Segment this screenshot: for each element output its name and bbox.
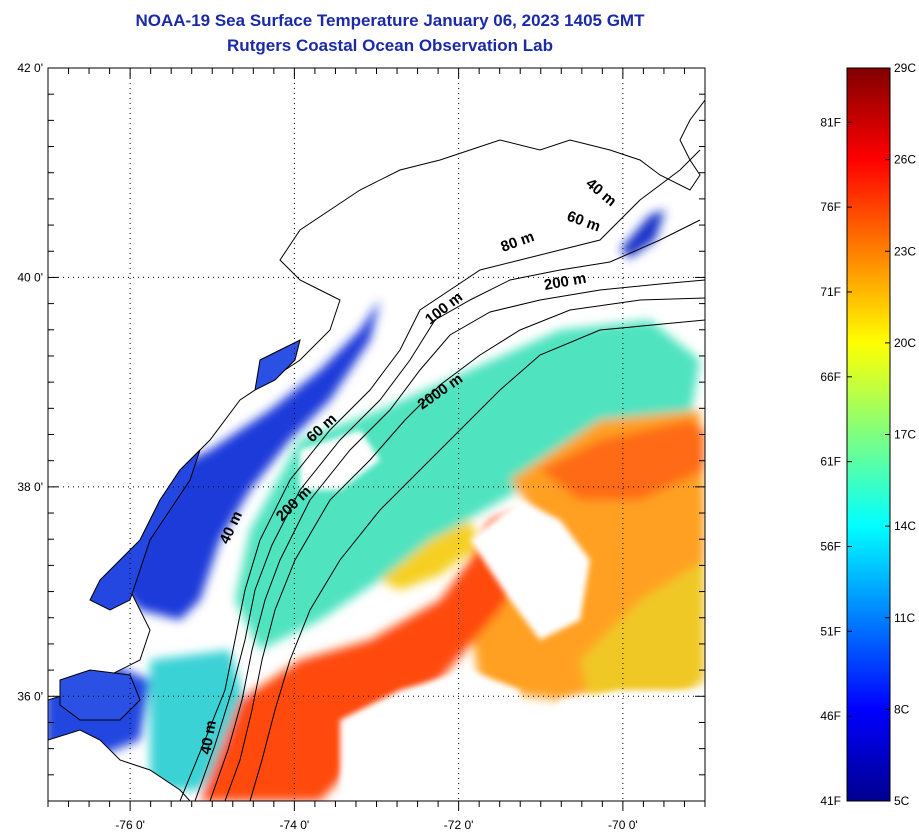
lon-tick-label: -74 0'	[280, 818, 310, 832]
colorbar-celsius-label: 11C	[894, 611, 915, 625]
colorbar-fahrenheit-label: 56F	[820, 539, 841, 553]
sst-blue-region	[620, 210, 665, 258]
colorbar-celsius-label: 23C	[894, 244, 916, 258]
colorbar-fahrenheit-label: 71F	[820, 285, 841, 299]
colorbar-gradient	[846, 67, 891, 802]
sst-yellow-region	[380, 520, 480, 590]
contour-line	[194, 219, 701, 801]
lon-tick-label: -72 0'	[444, 818, 474, 832]
chart-subtitle: Rutgers Coastal Ocean Observation Lab	[227, 36, 553, 55]
sst-red-region	[200, 510, 540, 801]
colorbar-celsius-label: 26C	[894, 153, 916, 167]
colorbar-fahrenheit-label: 66F	[820, 370, 841, 384]
colorbar-fahrenheit-label: 61F	[820, 455, 841, 469]
sst-data-layer	[48, 210, 705, 801]
contour-line	[179, 149, 701, 801]
contour-label: 40 m	[197, 719, 220, 756]
colorbar-fahrenheit-label: 51F	[820, 624, 841, 638]
lat-tick-label: 40 0'	[17, 270, 43, 284]
lat-tick-label: 36 0'	[17, 689, 43, 703]
coastline	[48, 68, 705, 801]
cloud-gap	[300, 430, 380, 490]
lat-tick-label: 38 0'	[17, 480, 43, 494]
land-mass	[48, 729, 191, 801]
contour-label: 60 m	[565, 208, 603, 236]
colorbar-celsius-label: 17C	[894, 428, 916, 442]
sst-yellow-region	[580, 560, 705, 720]
colorbar-fahrenheit-label: 46F	[820, 709, 841, 723]
colorbar-celsius-label: 14C	[894, 519, 916, 533]
colorbar-fahrenheit-label: 81F	[820, 115, 841, 129]
colorbar-celsius-label: 20C	[894, 336, 916, 350]
colorbar: 29C 26C 23C 20C 17C 14C 11C 8C 5C 81F 76F 71F 66F 61F…	[820, 61, 916, 808]
bathymetry-contours	[179, 149, 705, 801]
colorbar-celsius-label: 29C	[894, 61, 916, 75]
colorbar-labels: 29C 26C 23C 20C 17C 14C 11C 8C 5C 81F 76F 71F 66F 61F…	[820, 61, 916, 808]
colorbar-fahrenheit-label: 76F	[820, 200, 841, 214]
colorbar-celsius-label: 5C	[894, 794, 910, 808]
sst-red-region	[540, 420, 705, 500]
bay	[254, 339, 301, 391]
cloud-gap	[470, 500, 590, 640]
sst-cyan-region	[235, 320, 700, 650]
lon-tick-label: -70 0'	[608, 818, 638, 832]
lon-tick-label: -76 0'	[115, 818, 145, 832]
bay	[59, 669, 141, 721]
colorbar-celsius-label: 8C	[894, 702, 910, 716]
contour-line	[209, 279, 705, 801]
cloud-gap	[340, 670, 520, 790]
contour-line	[249, 319, 705, 801]
sst-blue-region	[110, 300, 380, 620]
contour-line	[224, 297, 705, 801]
contour-label: 80 m	[499, 228, 537, 256]
bay	[89, 449, 201, 611]
lat-tick-label: 42 0'	[17, 61, 43, 75]
axis-ticks: -76 0' -74 0' -72 0' -70 0' 42 0' 40 0' 38 0' 3…	[17, 61, 706, 832]
contour-label: 200 m	[543, 270, 588, 294]
cloud-gap	[520, 690, 705, 801]
graticule	[48, 67, 705, 801]
contour-label: 40 m	[582, 175, 619, 210]
chart-title: NOAA-19 Sea Surface Temperature January …	[135, 11, 645, 30]
colorbar-fahrenheit-label: 41F	[820, 794, 841, 808]
